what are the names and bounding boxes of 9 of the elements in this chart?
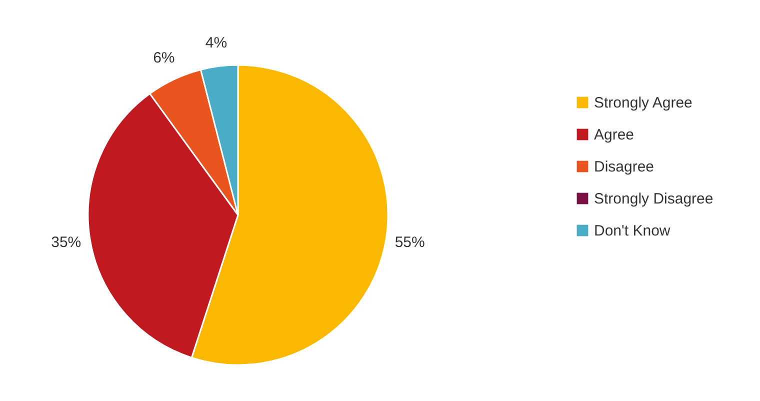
legend-label: Agree	[594, 126, 634, 144]
data-label: 55%	[394, 234, 425, 252]
data-label: 4%	[205, 34, 228, 52]
data-label: 6%	[153, 50, 175, 67]
legend-label: Strongly Disagree	[594, 190, 714, 208]
legend-label: Don't Know	[594, 222, 670, 240]
legend-label: Disagree	[594, 158, 654, 176]
data-label: 35%	[51, 234, 82, 252]
legend-label: Strongly Agree	[594, 94, 692, 112]
